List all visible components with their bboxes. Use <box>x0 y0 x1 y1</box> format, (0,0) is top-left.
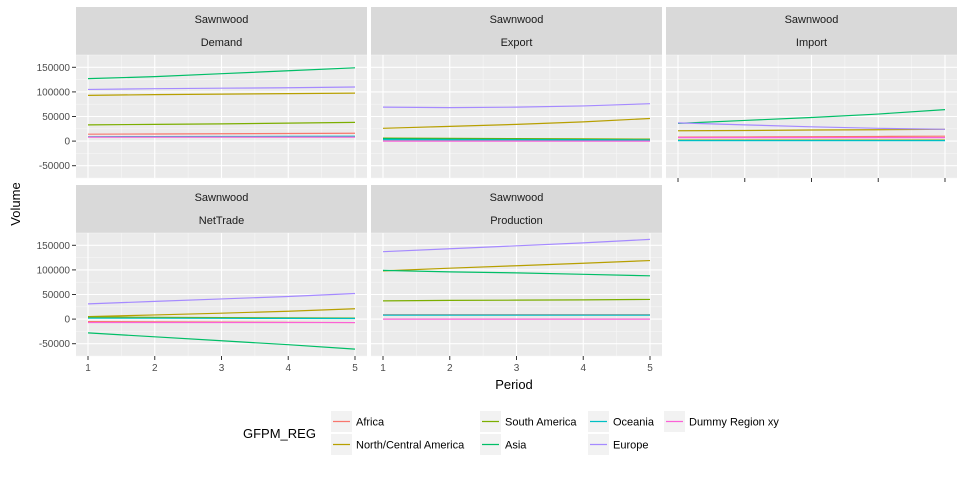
series-line-north-central-america <box>88 92 355 96</box>
series-line-asia <box>677 109 946 124</box>
x-tick-label: 1 <box>380 363 386 374</box>
legend-item-africa: Africa <box>331 411 385 432</box>
legend: GFPM_REG Africa North/Central America Sout… <box>243 411 779 455</box>
series-line-europe <box>87 292 356 305</box>
y-tick-label: -50000 <box>39 161 71 172</box>
facet-panel-nettrade: Sawnwood NetTrade 1 2 3 4 5 <box>76 185 367 374</box>
facet-strip-bottom-label: Demand <box>201 37 243 49</box>
y-tick-label: 50000 <box>42 112 70 123</box>
facet-panel-import: Sawnwood Import <box>666 7 957 182</box>
axes-layer: -50000 0 50000 100000 150000 -50000 0 50000 1000… <box>37 63 76 350</box>
series-line-europe <box>88 86 355 91</box>
series-line-north-central-america <box>382 259 651 272</box>
x-tick-label: 5 <box>647 363 653 374</box>
series-line-north-central-america <box>678 128 945 132</box>
facet-strip-top-label: Sawnwood <box>490 192 544 204</box>
facet-strip <box>371 7 662 55</box>
facet-strip <box>76 7 367 55</box>
legend-item-north-central-america: North/Central America <box>331 434 465 455</box>
series-line-south-america <box>383 298 650 302</box>
legend-title: GFPM_REG <box>243 426 316 441</box>
y-tick-label: 100000 <box>37 265 71 276</box>
series-line-africa <box>88 132 355 135</box>
facet-strip-bottom-label: Import <box>796 37 827 49</box>
y-tick-label: 150000 <box>37 241 71 252</box>
facet-panel-demand: Sawnwood Demand <box>76 7 367 179</box>
facet-strip <box>666 7 957 55</box>
y-axis-title: Volume <box>8 182 23 225</box>
x-tick-label: 1 <box>85 363 91 374</box>
legend-item-oceania: Oceania <box>588 411 655 432</box>
legend-item-south-america: South America <box>480 411 577 432</box>
legend-label: North/Central America <box>356 440 465 452</box>
x-tick-label: 2 <box>447 363 453 374</box>
legend-label: Europe <box>613 440 648 452</box>
series-line-europe <box>677 122 945 130</box>
y-tick-label: -50000 <box>39 339 71 350</box>
x-axis-title: Period <box>495 377 533 392</box>
facet-strip <box>371 185 662 233</box>
legend-item-europe: Europe <box>588 434 648 455</box>
y-tick-label: 0 <box>64 315 70 326</box>
facet-panel-export: Sawnwood Export <box>371 7 662 179</box>
series-line-north-central-america <box>382 117 651 129</box>
facet-strip-top-label: Sawnwood <box>785 14 839 26</box>
series-line-europe <box>382 238 651 253</box>
series-line-africa <box>678 135 945 138</box>
legend-item-dummy-region-xy: Dummy Region xy <box>664 411 779 432</box>
x-tick-label: 3 <box>514 363 520 374</box>
series-line-south-america <box>383 137 650 140</box>
series-line-asia <box>382 269 651 277</box>
facet-strip-top-label: Sawnwood <box>490 14 544 26</box>
y-tick-label: 0 <box>64 137 70 148</box>
legend-label: Dummy Region xy <box>689 417 779 429</box>
y-tick-label: 50000 <box>42 290 70 301</box>
series-line-north-central-america <box>87 308 356 318</box>
x-tick-label: 5 <box>352 363 358 374</box>
series-line-asia <box>87 67 356 80</box>
x-tick-label: 3 <box>219 363 225 374</box>
x-tick-label: 4 <box>580 363 586 374</box>
facet-strip-top-label: Sawnwood <box>195 192 249 204</box>
series-line-europe <box>383 103 651 109</box>
facet-strip-bottom-label: Production <box>490 215 543 227</box>
facet-strip-bottom-label: NetTrade <box>199 215 244 227</box>
y-tick-label: 150000 <box>37 63 71 74</box>
facet-strip-bottom-label: Export <box>501 37 533 49</box>
facet-panel-production: Sawnwood Production 1 2 3 4 5 <box>371 185 662 374</box>
series-line-asia <box>87 332 356 350</box>
legend-label: Oceania <box>613 417 655 429</box>
legend-label: South America <box>505 417 577 429</box>
facet-strip <box>76 185 367 233</box>
legend-label: Africa <box>356 417 385 429</box>
x-tick-label: 2 <box>152 363 158 374</box>
facet-strip-top-label: Sawnwood <box>195 14 249 26</box>
y-tick-label: 100000 <box>37 87 71 98</box>
x-tick-label: 4 <box>285 363 291 374</box>
series-line-south-america <box>88 121 355 126</box>
legend-item-asia: Asia <box>480 434 527 455</box>
panels-layer: Sawnwood Demand Sawnwood Export Sawnwood Impo… <box>76 7 957 374</box>
legend-label: Asia <box>505 440 527 452</box>
